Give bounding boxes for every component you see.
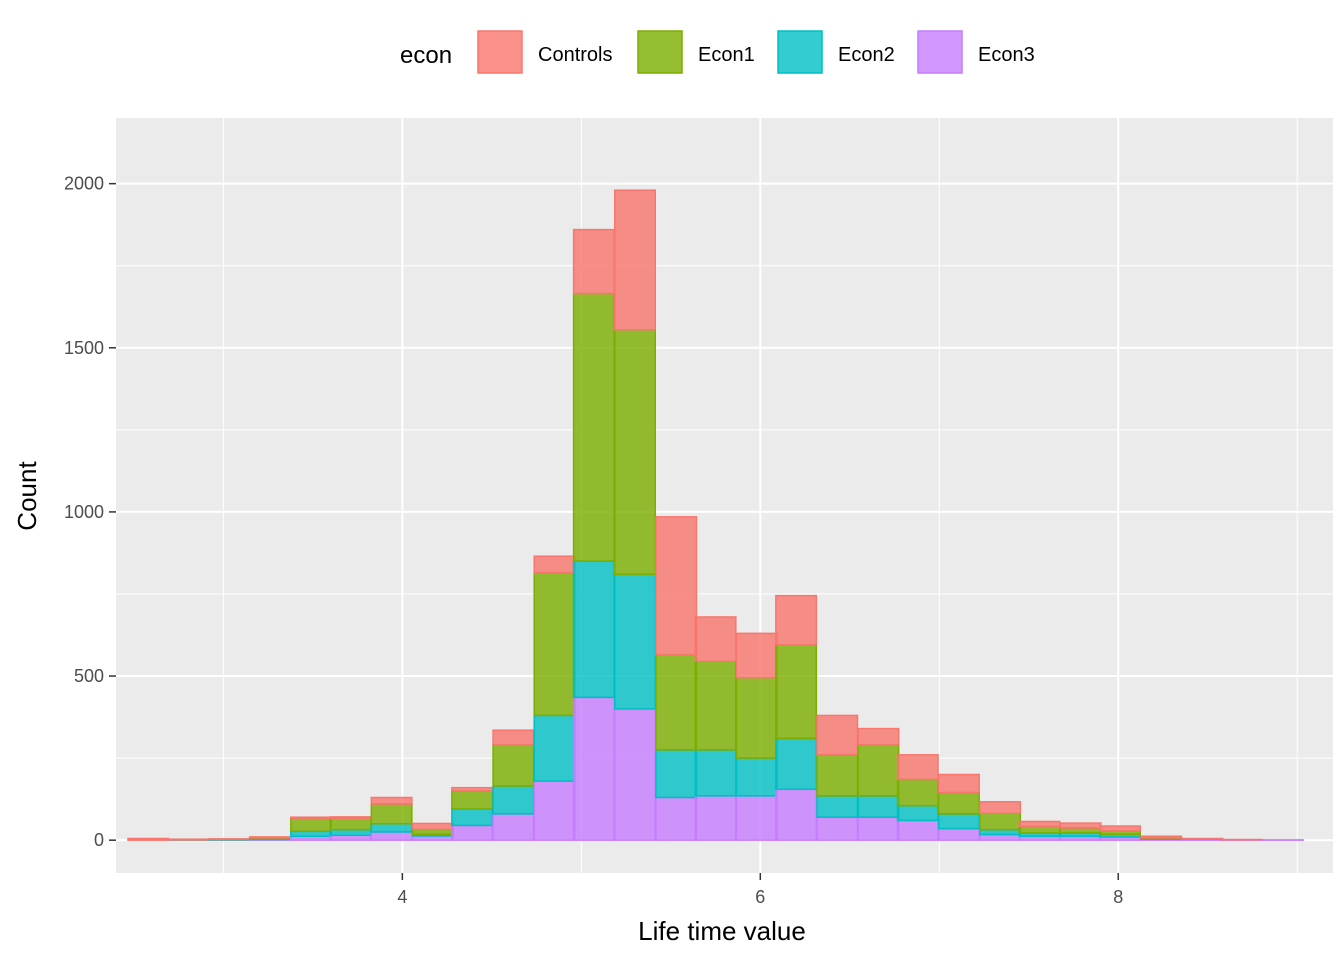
bar-controls <box>775 594 818 646</box>
bar-econ2 <box>937 813 980 830</box>
bars <box>127 189 1304 841</box>
legend-label-controls: Controls <box>538 44 612 66</box>
legend-label-econ1: Econ1 <box>698 44 755 66</box>
bar-econ2 <box>775 737 818 791</box>
bar-controls <box>572 228 615 295</box>
bar-econ3 <box>857 816 900 841</box>
bar-controls <box>411 822 454 831</box>
y-axis: 0 500 1000 1500 2000 <box>64 174 116 850</box>
bar-econ2 <box>614 573 657 710</box>
bar-econ2 <box>857 795 900 818</box>
bar-econ2 <box>735 757 778 797</box>
bar-controls <box>248 836 291 839</box>
bar-econ2 <box>572 560 615 699</box>
bar-econ3 <box>492 813 535 841</box>
bar-econ3 <box>572 696 615 841</box>
bar-econ3 <box>370 831 413 841</box>
bar-econ1 <box>451 790 494 810</box>
legend-key-econ1 <box>637 30 683 74</box>
bar-econ2 <box>329 828 372 836</box>
y-tick-label: 1000 <box>64 502 104 522</box>
bar-controls <box>937 773 980 794</box>
bar-controls <box>694 616 737 663</box>
bar-econ3 <box>979 833 1022 841</box>
bar-econ2 <box>492 785 535 815</box>
legend-label-econ2: Econ2 <box>838 44 895 66</box>
bar-controls <box>492 729 535 746</box>
bar-econ3 <box>735 795 778 841</box>
bar-controls <box>655 516 698 656</box>
legend-key-econ3 <box>917 30 963 74</box>
bar-econ3 <box>451 824 494 841</box>
bar-econ1 <box>937 791 980 815</box>
legend-key-econ2 <box>777 30 823 74</box>
legend-label-econ3: Econ3 <box>978 44 1035 66</box>
bar-econ1 <box>775 644 818 740</box>
y-axis-title: Count <box>12 461 42 531</box>
bar-econ1 <box>735 676 778 759</box>
legend: econ Controls Econ1 Econ2 Econ3 <box>400 30 1035 74</box>
bar-econ2 <box>451 808 494 827</box>
bar-econ1 <box>979 812 1022 831</box>
bar-controls <box>1099 825 1142 832</box>
bar-econ3 <box>937 827 980 841</box>
bar-econ1 <box>533 571 576 717</box>
bar-econ1 <box>857 744 900 797</box>
bar-econ1 <box>655 653 698 751</box>
bar-controls <box>370 796 413 805</box>
bar-econ3 <box>896 819 939 841</box>
bar-controls <box>1018 820 1061 828</box>
bar-controls <box>329 816 372 819</box>
y-tick-label: 2000 <box>64 174 104 194</box>
bar-econ2 <box>370 823 413 833</box>
bar-econ1 <box>492 744 535 787</box>
bar-econ1 <box>1018 825 1061 834</box>
bar-econ3 <box>775 788 818 841</box>
bar-econ2 <box>896 804 939 822</box>
bar-controls <box>614 189 657 331</box>
bar-econ3 <box>816 816 859 841</box>
bar-econ1 <box>816 754 859 797</box>
bar-econ1 <box>329 817 372 831</box>
bar-econ1 <box>694 660 737 751</box>
x-tick-label: 6 <box>755 887 765 907</box>
bar-econ3 <box>694 795 737 841</box>
y-tick-label: 0 <box>94 830 104 850</box>
bar-econ1 <box>370 803 413 825</box>
bar-controls <box>896 754 939 781</box>
bar-controls <box>1140 835 1183 839</box>
bar-controls <box>451 786 494 792</box>
bar-controls <box>816 714 859 756</box>
y-tick-label: 500 <box>74 666 104 686</box>
x-tick-label: 4 <box>397 887 407 907</box>
bar-controls <box>1059 822 1102 829</box>
x-tick-label: 8 <box>1113 887 1123 907</box>
legend-key-controls <box>477 30 523 74</box>
bar-econ1 <box>614 328 657 576</box>
bar-controls <box>127 837 170 841</box>
y-tick-label: 1500 <box>64 338 104 358</box>
bar-econ3 <box>614 708 657 841</box>
bar-controls <box>979 801 1022 815</box>
bar-econ2 <box>694 749 737 797</box>
bar-econ2 <box>816 795 859 818</box>
bar-econ3 <box>655 796 698 841</box>
bar-controls <box>533 555 576 574</box>
bar-controls <box>290 816 333 819</box>
bar-econ1 <box>572 292 615 562</box>
bar-econ1 <box>896 778 939 807</box>
x-axis: 4 6 8 <box>397 873 1123 907</box>
bar-controls <box>735 632 778 679</box>
bar-econ3 <box>533 780 576 841</box>
x-axis-title: Life time value <box>638 916 806 946</box>
bar-controls <box>857 727 900 746</box>
bar-econ2 <box>533 714 576 782</box>
bar-econ1 <box>290 817 333 833</box>
bar-econ2 <box>655 749 698 799</box>
legend-title: econ <box>400 42 452 69</box>
